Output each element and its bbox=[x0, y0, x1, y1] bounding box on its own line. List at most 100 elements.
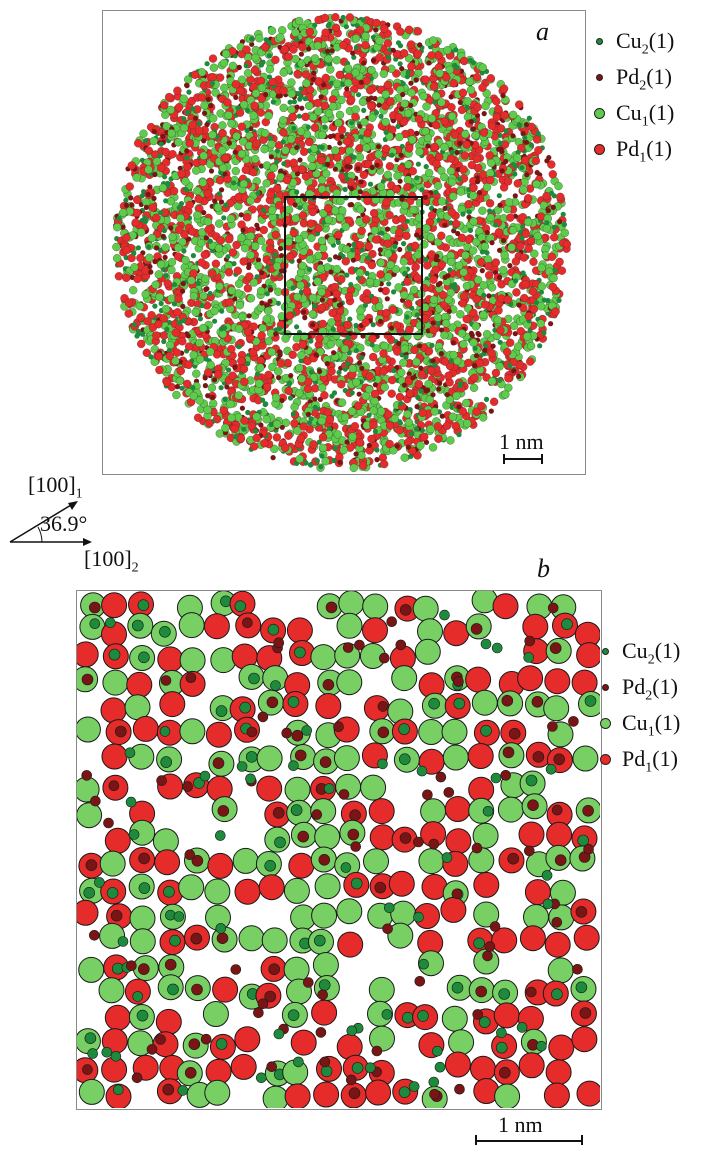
atom bbox=[332, 166, 338, 172]
atom bbox=[112, 254, 122, 263]
atom bbox=[312, 396, 318, 402]
atom bbox=[357, 360, 363, 366]
atom bbox=[219, 163, 228, 173]
atom bbox=[200, 250, 209, 259]
atom bbox=[239, 179, 248, 189]
atom bbox=[459, 268, 468, 277]
atom bbox=[475, 330, 481, 337]
atom bbox=[456, 187, 465, 196]
atom bbox=[192, 369, 201, 378]
atom bbox=[318, 94, 324, 100]
atom bbox=[226, 399, 235, 409]
atom bbox=[306, 219, 316, 228]
atom bbox=[146, 244, 152, 250]
atom bbox=[479, 413, 488, 422]
atom bbox=[310, 76, 316, 82]
atom bbox=[545, 297, 551, 304]
atom bbox=[375, 36, 384, 46]
atom bbox=[240, 227, 246, 233]
atom bbox=[483, 343, 489, 349]
atom bbox=[495, 362, 504, 371]
atom bbox=[358, 179, 364, 185]
atom bbox=[301, 172, 311, 181]
atom bbox=[251, 154, 260, 164]
atom bbox=[316, 264, 325, 273]
atom bbox=[391, 265, 401, 274]
atom bbox=[246, 313, 252, 319]
atom bbox=[395, 392, 405, 402]
atom bbox=[532, 135, 542, 144]
atom bbox=[227, 344, 236, 354]
atom bbox=[318, 383, 327, 392]
atom bbox=[222, 396, 228, 402]
atom bbox=[371, 235, 381, 244]
atom bbox=[178, 201, 185, 207]
atom bbox=[530, 249, 539, 258]
atom bbox=[360, 118, 369, 127]
atom bbox=[447, 208, 456, 217]
atom bbox=[460, 211, 466, 217]
atom bbox=[346, 350, 352, 356]
atom bbox=[291, 99, 297, 105]
atom bbox=[383, 80, 393, 90]
atom bbox=[468, 119, 474, 125]
atom bbox=[317, 185, 327, 194]
atom bbox=[524, 244, 533, 253]
atom bbox=[446, 436, 455, 445]
atom bbox=[125, 182, 134, 191]
atom bbox=[500, 93, 506, 99]
atom bbox=[237, 356, 246, 366]
atom bbox=[425, 395, 434, 404]
atom bbox=[235, 105, 241, 111]
atom bbox=[516, 373, 522, 379]
atom bbox=[401, 241, 407, 247]
atom bbox=[459, 165, 468, 174]
atom bbox=[493, 222, 499, 228]
atom bbox=[549, 190, 555, 196]
atom bbox=[176, 366, 185, 376]
atom bbox=[186, 236, 192, 242]
atom bbox=[119, 208, 128, 217]
atom bbox=[252, 428, 259, 434]
atom bbox=[355, 438, 364, 447]
atom bbox=[407, 246, 413, 252]
atom bbox=[428, 443, 438, 452]
atom bbox=[172, 348, 182, 357]
atom bbox=[369, 406, 378, 415]
atom bbox=[394, 283, 403, 292]
atom bbox=[472, 237, 481, 247]
atom bbox=[369, 208, 379, 218]
atom bbox=[271, 230, 280, 239]
atom bbox=[535, 130, 541, 137]
atom bbox=[263, 37, 269, 43]
atom bbox=[176, 205, 182, 211]
atom bbox=[462, 398, 471, 408]
atom bbox=[455, 167, 461, 173]
atom bbox=[376, 270, 385, 279]
atom bbox=[205, 96, 211, 102]
atom bbox=[236, 86, 245, 95]
atom bbox=[185, 139, 194, 148]
atom bbox=[250, 101, 259, 110]
atom bbox=[541, 330, 547, 336]
atom bbox=[448, 412, 458, 421]
atom bbox=[459, 292, 469, 301]
atom bbox=[337, 140, 343, 146]
atom bbox=[139, 193, 145, 199]
atom bbox=[247, 421, 256, 430]
atom bbox=[277, 349, 283, 355]
atom bbox=[344, 292, 354, 301]
atom bbox=[445, 395, 454, 404]
atom bbox=[139, 331, 146, 337]
atom bbox=[203, 356, 209, 362]
atom bbox=[482, 330, 492, 339]
atom bbox=[221, 423, 230, 433]
atom bbox=[208, 72, 217, 82]
atom bbox=[218, 146, 227, 155]
atom bbox=[260, 397, 266, 403]
atom bbox=[380, 459, 389, 469]
atom bbox=[386, 54, 392, 60]
atom bbox=[329, 48, 335, 54]
atom bbox=[429, 325, 438, 335]
atom bbox=[195, 396, 204, 405]
